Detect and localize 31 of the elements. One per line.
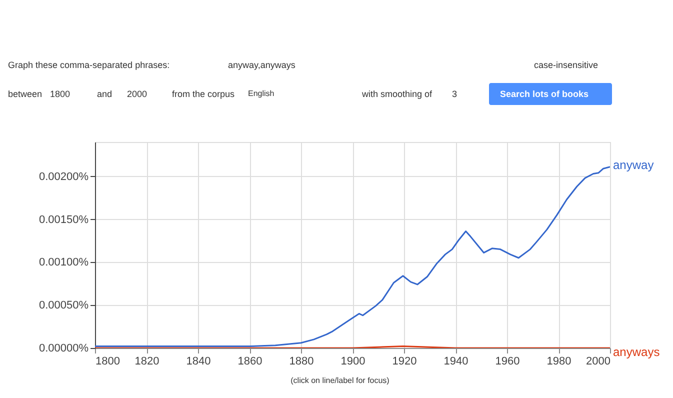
x-tick-label: 1840 [186, 356, 211, 368]
text: 1800 [50, 89, 70, 99]
x-tick-label: 1900 [340, 356, 366, 368]
x-tick-label: 1940 [444, 356, 468, 368]
text: and [97, 89, 112, 99]
x-tick-label: 1960 [495, 356, 520, 368]
text: between [8, 89, 42, 99]
y-tick-label: 0.00100% [38, 256, 89, 269]
text: 3 [452, 89, 458, 99]
text: English [248, 89, 274, 98]
series-label: anyways [613, 345, 660, 359]
text: Search lots of books [500, 89, 589, 99]
text: Graph these comma-separated phrases: [8, 60, 170, 70]
text: with smoothing of [361, 89, 433, 99]
x-tick-label: 1880 [289, 356, 314, 368]
series-label: anyway [613, 158, 654, 172]
x-tick-label: 1860 [238, 356, 262, 368]
x-tick-label: 1800 [96, 356, 120, 368]
x-tick-label: 2000 [586, 356, 610, 368]
text: 2000 [127, 89, 148, 99]
y-tick-label: 0.00200% [38, 170, 89, 183]
y-tick-label: 0.00050% [38, 300, 89, 312]
text: case-insensitive [534, 60, 598, 70]
text: (click on line/label for focus) [290, 376, 390, 385]
y-tick-label: 0.00000% [38, 342, 89, 354]
x-tick-label: 1920 [392, 356, 417, 368]
x-tick-label: 1820 [134, 356, 160, 368]
x-tick-label: 1980 [546, 356, 572, 368]
text: from the corpus [172, 89, 236, 99]
y-tick-label: 0.00150% [38, 214, 89, 226]
text: anyway,anyways [228, 60, 296, 70]
